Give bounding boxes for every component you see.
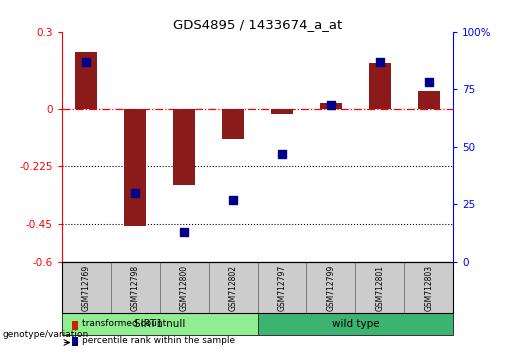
Bar	[75, 52, 97, 109]
Text: transformed count: transformed count	[82, 319, 167, 329]
Text: GSM712803: GSM712803	[424, 264, 433, 311]
Point	[82, 59, 91, 65]
Text: SIRT1 null: SIRT1 null	[134, 319, 185, 329]
Bar	[306, 262, 355, 313]
Text: wild type: wild type	[332, 319, 379, 329]
Bar	[258, 262, 306, 313]
Bar	[222, 109, 244, 139]
Text: genotype/variation: genotype/variation	[3, 330, 89, 339]
Bar	[62, 313, 258, 335]
Bar	[209, 262, 258, 313]
Text: GSM712800: GSM712800	[180, 264, 188, 311]
Point	[375, 59, 384, 65]
Bar	[404, 262, 453, 313]
Text: GSM712798: GSM712798	[131, 264, 140, 311]
Point	[424, 80, 433, 85]
Bar	[271, 109, 293, 114]
Bar	[355, 262, 404, 313]
Text: GSM712802: GSM712802	[229, 265, 237, 310]
Point	[229, 197, 237, 202]
Title: GDS4895 / 1433674_a_at: GDS4895 / 1433674_a_at	[173, 18, 342, 31]
Bar	[258, 313, 453, 335]
Bar	[173, 109, 195, 185]
Bar	[418, 91, 440, 109]
Text: GSM712797: GSM712797	[278, 264, 286, 311]
Point	[327, 103, 335, 108]
Text: percentile rank within the sample: percentile rank within the sample	[82, 336, 235, 345]
Bar	[369, 63, 391, 109]
Point	[180, 229, 188, 235]
Bar	[62, 262, 453, 313]
Point	[131, 190, 139, 196]
Bar	[160, 262, 209, 313]
Bar	[124, 109, 146, 226]
Bar	[320, 103, 342, 109]
Point	[278, 151, 286, 156]
Bar	[111, 262, 160, 313]
Text: GSM712769: GSM712769	[82, 264, 91, 311]
Bar	[62, 262, 111, 313]
Text: GSM712801: GSM712801	[375, 265, 384, 310]
Text: GSM712799: GSM712799	[327, 264, 335, 311]
